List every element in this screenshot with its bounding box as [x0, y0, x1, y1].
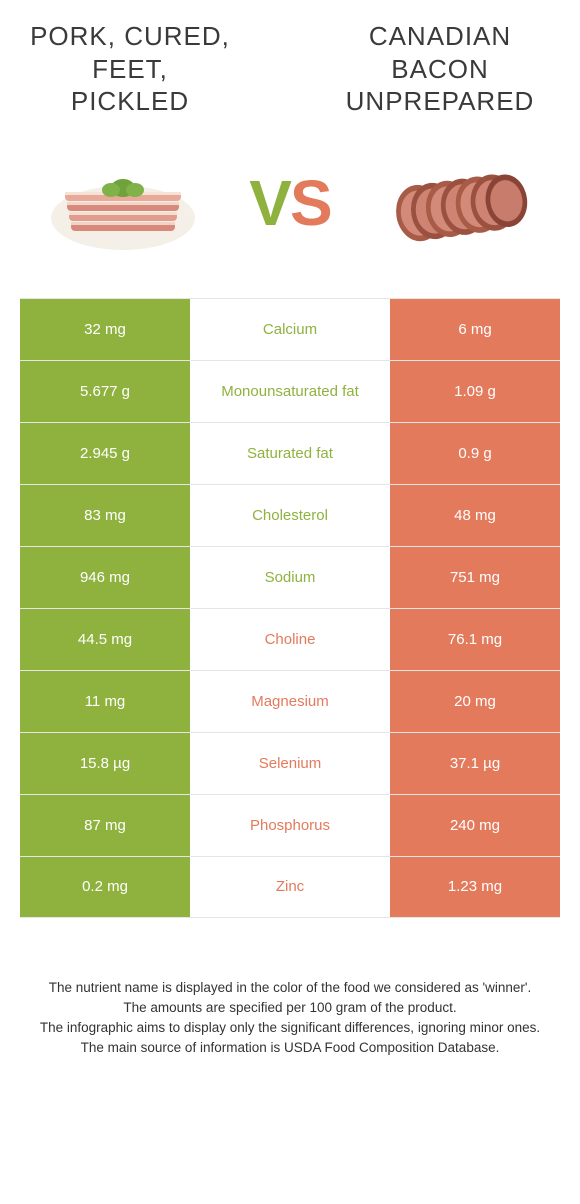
- left-value: 0.2 mg: [20, 857, 190, 917]
- footer: The nutrient name is displayed in the co…: [0, 918, 580, 1079]
- footer-line-1: The nutrient name is displayed in the co…: [30, 978, 550, 998]
- left-value: 83 mg: [20, 485, 190, 546]
- left-value: 5.677 g: [20, 361, 190, 422]
- left-value: 44.5 mg: [20, 609, 190, 670]
- left-food-image: [43, 148, 203, 258]
- images-row: VS: [0, 128, 580, 298]
- nutrient-label: Phosphorus: [190, 795, 390, 856]
- right-value: 1.23 mg: [390, 857, 560, 917]
- nutrient-label: Choline: [190, 609, 390, 670]
- right-food-image: [377, 148, 537, 258]
- right-value: 76.1 mg: [390, 609, 560, 670]
- left-value: 32 mg: [20, 299, 190, 360]
- left-value: 946 mg: [20, 547, 190, 608]
- nutrient-label: Sodium: [190, 547, 390, 608]
- table-row: 15.8 µgSelenium37.1 µg: [20, 732, 560, 794]
- table-row: 946 mgSodium751 mg: [20, 546, 560, 608]
- right-value: 6 mg: [390, 299, 560, 360]
- vs-s: S: [290, 167, 331, 239]
- table-row: 0.2 mgZinc1.23 mg: [20, 856, 560, 918]
- left-value: 2.945 g: [20, 423, 190, 484]
- right-value: 37.1 µg: [390, 733, 560, 794]
- nutrient-label: Saturated fat: [190, 423, 390, 484]
- table-row: 83 mgCholesterol48 mg: [20, 484, 560, 546]
- right-value: 20 mg: [390, 671, 560, 732]
- right-value: 751 mg: [390, 547, 560, 608]
- right-value: 1.09 g: [390, 361, 560, 422]
- table-row: 44.5 mgCholine76.1 mg: [20, 608, 560, 670]
- table-row: 5.677 gMonounsaturated fat1.09 g: [20, 360, 560, 422]
- left-value: 11 mg: [20, 671, 190, 732]
- footer-line-4: The main source of information is USDA F…: [30, 1038, 550, 1058]
- table-row: 2.945 gSaturated fat0.9 g: [20, 422, 560, 484]
- table-row: 11 mgMagnesium20 mg: [20, 670, 560, 732]
- header: PORK, CURED, FEET, PICKLED CANADIAN BACO…: [0, 0, 580, 128]
- table-row: 32 mgCalcium6 mg: [20, 298, 560, 360]
- nutrient-table: 32 mgCalcium6 mg5.677 gMonounsaturated f…: [20, 298, 560, 918]
- left-value: 15.8 µg: [20, 733, 190, 794]
- left-value: 87 mg: [20, 795, 190, 856]
- vs-v: V: [249, 167, 290, 239]
- footer-line-3: The infographic aims to display only the…: [30, 1018, 550, 1038]
- left-title: PORK, CURED, FEET, PICKLED: [30, 20, 230, 118]
- nutrient-label: Magnesium: [190, 671, 390, 732]
- nutrient-label: Selenium: [190, 733, 390, 794]
- nutrient-label: Cholesterol: [190, 485, 390, 546]
- right-value: 240 mg: [390, 795, 560, 856]
- right-title: CANADIAN BACON UNPREPARED: [330, 20, 550, 118]
- nutrient-label: Zinc: [190, 857, 390, 917]
- nutrient-label: Monounsaturated fat: [190, 361, 390, 422]
- vs-label: VS: [249, 166, 330, 240]
- right-value: 48 mg: [390, 485, 560, 546]
- right-value: 0.9 g: [390, 423, 560, 484]
- table-row: 87 mgPhosphorus240 mg: [20, 794, 560, 856]
- footer-line-2: The amounts are specified per 100 gram o…: [30, 998, 550, 1018]
- nutrient-label: Calcium: [190, 299, 390, 360]
